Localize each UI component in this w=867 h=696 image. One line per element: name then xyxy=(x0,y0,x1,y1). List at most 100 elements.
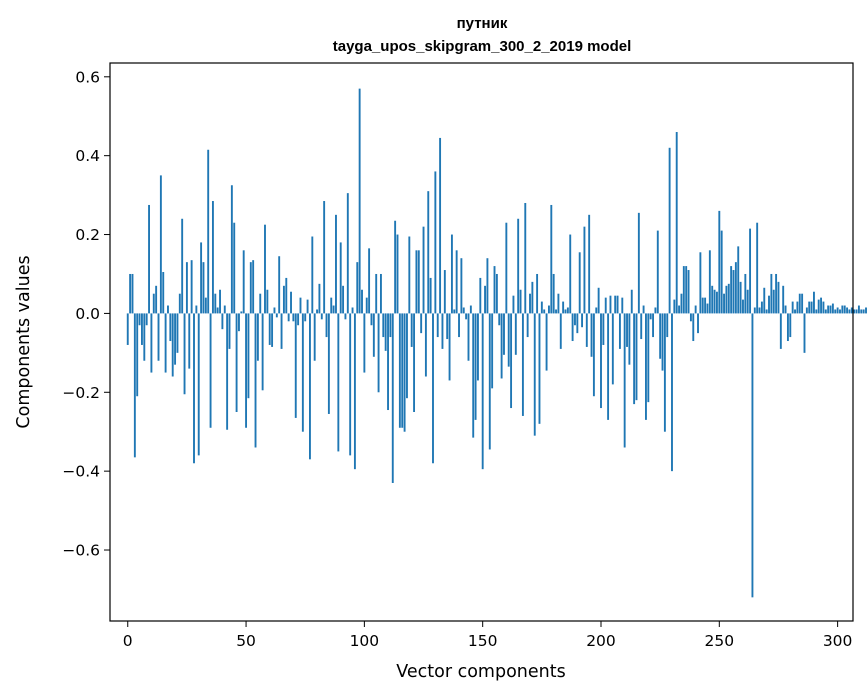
bar xyxy=(602,313,605,345)
bar xyxy=(517,218,520,314)
bar xyxy=(618,313,621,349)
bar xyxy=(727,283,730,314)
bar xyxy=(533,313,536,436)
bar xyxy=(190,260,193,314)
bar xyxy=(152,293,155,314)
bar xyxy=(578,252,581,314)
bar xyxy=(850,307,853,314)
bar xyxy=(732,270,735,314)
bar xyxy=(654,307,657,314)
bar xyxy=(195,305,198,314)
x-tick-label: 250 xyxy=(705,632,735,650)
bar xyxy=(294,313,297,418)
bar xyxy=(252,260,255,314)
bar xyxy=(292,313,295,322)
bar xyxy=(188,313,191,369)
bar xyxy=(273,307,276,314)
bar xyxy=(446,313,449,340)
bar xyxy=(630,289,633,314)
bar xyxy=(574,313,576,326)
bar xyxy=(595,307,598,314)
bar xyxy=(699,252,702,314)
chart-subtitle: tayga_upos_skipgram_300_2_2019 model xyxy=(333,38,632,55)
bar xyxy=(640,313,643,340)
y-tick-label: −0.2 xyxy=(62,384,100,402)
bar xyxy=(498,313,501,326)
bar xyxy=(176,313,179,353)
bar xyxy=(775,273,778,314)
bar xyxy=(126,313,129,345)
x-tick-label: 150 xyxy=(468,632,498,650)
bar xyxy=(614,295,617,314)
bar xyxy=(379,273,382,314)
bar xyxy=(687,270,690,314)
bar xyxy=(547,305,550,314)
bar xyxy=(697,313,699,334)
bar xyxy=(230,185,233,314)
bar xyxy=(505,222,508,314)
bar xyxy=(211,201,214,314)
bar xyxy=(335,214,337,314)
bar xyxy=(673,299,676,314)
bar xyxy=(181,218,184,314)
bar xyxy=(256,313,259,361)
bar xyxy=(829,305,832,314)
bar xyxy=(245,313,248,428)
bar xyxy=(178,293,181,314)
bar xyxy=(136,313,139,397)
bar xyxy=(233,222,236,314)
bar xyxy=(155,285,158,314)
bar xyxy=(330,297,333,314)
bar xyxy=(320,313,323,320)
bar xyxy=(753,307,756,314)
bars-group xyxy=(126,88,867,598)
bar xyxy=(668,147,671,314)
bar xyxy=(450,234,453,314)
x-axis: 0 50 100 150 200 250 300 xyxy=(123,621,852,650)
bar xyxy=(486,258,489,314)
bar xyxy=(396,234,399,314)
bar xyxy=(791,301,794,314)
bar xyxy=(621,297,624,314)
bar xyxy=(432,313,434,464)
bar xyxy=(254,313,257,448)
x-tick-label: 50 xyxy=(236,632,256,650)
bar xyxy=(318,283,321,314)
bar xyxy=(711,285,714,314)
bar xyxy=(477,313,479,381)
y-tick-label: −0.4 xyxy=(62,463,100,481)
bar xyxy=(309,313,311,460)
bar xyxy=(715,291,718,314)
bar xyxy=(443,270,446,314)
bar xyxy=(351,307,354,314)
bar xyxy=(649,313,652,320)
bar xyxy=(611,313,614,385)
bar xyxy=(839,309,841,314)
y-tick-label: 0.2 xyxy=(75,226,100,244)
bar xyxy=(510,313,513,409)
bar xyxy=(249,262,252,314)
bar xyxy=(448,313,451,381)
bar xyxy=(323,201,326,314)
bar xyxy=(259,293,262,314)
bar xyxy=(538,313,541,424)
bar xyxy=(600,313,602,409)
bar xyxy=(817,299,820,314)
bar xyxy=(635,313,638,401)
bar xyxy=(777,281,780,314)
bar xyxy=(422,226,425,314)
bar xyxy=(524,202,527,314)
bar xyxy=(704,297,707,314)
bar xyxy=(344,313,347,320)
bar xyxy=(216,307,219,314)
bar xyxy=(242,250,245,314)
bar xyxy=(803,313,806,353)
bar xyxy=(552,273,555,314)
bar xyxy=(794,309,796,314)
bar xyxy=(853,309,856,314)
bar xyxy=(805,307,808,314)
bar xyxy=(474,313,477,420)
bar xyxy=(495,273,498,314)
bar xyxy=(275,313,278,318)
bar xyxy=(742,299,744,314)
